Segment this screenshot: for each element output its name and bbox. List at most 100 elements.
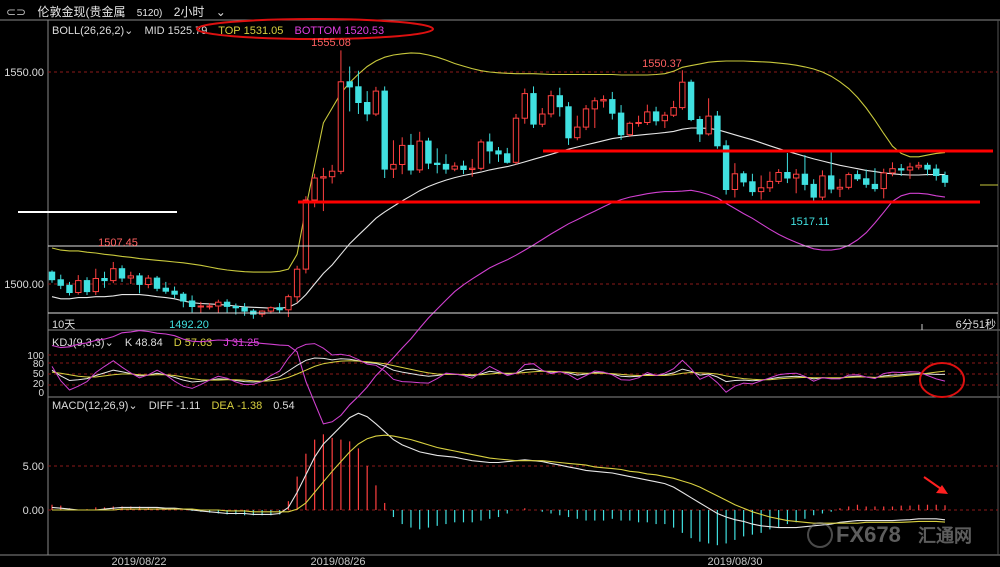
kdj-tick-80: 80 — [33, 359, 45, 370]
candle-body — [512, 117, 520, 163]
high-price-label: 1555.08 — [311, 37, 351, 49]
candle-body — [521, 93, 528, 119]
candle-body — [153, 277, 161, 289]
kdj-k-label: K — [124, 337, 133, 349]
macd-legend: MACD(12,26,9)⌄ DIFF -1.11 DEA -1.38 0.54 — [52, 399, 303, 412]
candle-body — [425, 140, 432, 164]
candle-body — [889, 168, 896, 174]
candle-body — [880, 172, 887, 190]
kdj-legend: KDJ(9,3,3)⌄ K 48.84 D 57.63 J 31.25 — [52, 336, 267, 349]
candle-body — [757, 187, 765, 193]
watermark-cn: 汇通网 — [918, 526, 972, 547]
candle-body — [600, 99, 607, 102]
kdj-d-line — [51, 360, 946, 382]
chevron-down-icon[interactable]: ⌄ — [215, 5, 226, 19]
boll-top-line — [51, 52, 946, 273]
candle-body — [574, 126, 581, 139]
boll-bottom-value: 1520.53 — [344, 25, 385, 37]
red-arrow-head — [936, 485, 948, 494]
macd-name[interactable]: MACD(12,26,9) — [52, 400, 129, 412]
candle-body — [828, 175, 835, 190]
date-label-0822: 2019/08/22 — [111, 556, 166, 567]
macd-tick-5: 5.00 — [23, 461, 44, 473]
kdj-tick-100: 100 — [27, 351, 44, 362]
macd-dea-value: -1.38 — [237, 400, 263, 412]
candle-body — [180, 293, 187, 302]
kdj-k-line — [51, 357, 945, 383]
period-label[interactable]: 2小时 — [173, 5, 205, 19]
candle-body — [652, 111, 660, 122]
candle-body — [434, 162, 441, 165]
candle-body — [320, 176, 327, 179]
kdj-lines — [51, 343, 946, 393]
candle-body — [399, 144, 406, 165]
kdj-j-label: J — [223, 337, 229, 349]
candle-body — [162, 287, 170, 292]
candle-body — [784, 172, 791, 179]
candle-body — [775, 172, 782, 182]
macd-tick-0: 0.00 — [23, 505, 44, 517]
highlight-ellipse-kdj — [919, 362, 965, 398]
kdj-tick-0: 0 — [38, 388, 44, 399]
candle-body — [766, 180, 774, 189]
boll-name[interactable]: BOLL(26,26,2) — [52, 25, 125, 37]
candle-body — [311, 177, 318, 201]
candle-body — [836, 186, 844, 190]
price-tick-1550: 1550.00 — [4, 67, 44, 79]
candle-body — [530, 93, 537, 125]
macd-diff-label: DIFF — [148, 400, 174, 412]
level-label: 1507.45 — [98, 237, 138, 249]
boll-top-label: TOP — [218, 25, 241, 37]
macd-diff-value: -1.11 — [176, 400, 201, 412]
kdj-k-value: 48.84 — [135, 337, 163, 349]
chevron-down-icon[interactable]: ⌄ — [104, 337, 114, 349]
candle-body — [346, 81, 353, 88]
watermark: FX678 汇通网 — [807, 522, 972, 548]
candle-body — [451, 165, 458, 170]
candle-body — [617, 112, 625, 136]
price-tick-1500: 1500.00 — [4, 279, 44, 291]
macd-histogram — [51, 412, 946, 546]
boll-bottom-label: BOTTOM — [294, 25, 342, 37]
candle-body — [48, 271, 56, 281]
candle-body — [364, 102, 371, 115]
candle-body — [906, 166, 914, 171]
candle-body — [75, 280, 82, 294]
kdj-tick-20: 20 — [33, 379, 45, 390]
candle-body — [644, 111, 651, 124]
candle-body — [556, 95, 563, 108]
candle-body — [276, 307, 283, 311]
candle-body — [626, 122, 633, 136]
candle-body — [118, 268, 126, 279]
annotations — [18, 18, 998, 494]
symbol-code: 5120) — [136, 8, 163, 19]
watermark-brand: FX678 — [836, 522, 901, 547]
candle-body — [110, 268, 117, 282]
candle-body — [810, 183, 817, 198]
candle-body — [941, 175, 949, 183]
countdown-timer: 6分51秒 — [956, 317, 996, 331]
candle-body — [267, 307, 275, 312]
chevron-down-icon[interactable]: ⌄ — [128, 400, 138, 412]
candle-body — [863, 178, 870, 185]
candle-body — [57, 279, 64, 286]
candle-body — [687, 81, 695, 120]
candle-body — [469, 167, 476, 170]
boll-bottom-line — [51, 189, 946, 425]
candle-body — [442, 163, 450, 170]
boll-mid-label: MID — [144, 25, 165, 37]
candle-body — [635, 122, 642, 124]
candle-body — [328, 170, 336, 178]
kdj-name[interactable]: KDJ(9,3,3) — [52, 337, 105, 349]
candle-body — [171, 290, 178, 295]
candle-body — [206, 305, 213, 308]
candle-body — [679, 81, 686, 109]
candlesticks — [48, 50, 949, 319]
kdj-d-label: D — [173, 337, 182, 349]
candle-body — [565, 106, 572, 139]
candle-body — [661, 114, 668, 122]
title-bar: ⊂⊃ 伦敦金现(贵金属 5120) 2小时 ⌄ — [6, 3, 234, 20]
chevron-down-icon[interactable]: ⌄ — [124, 25, 134, 37]
link-icon[interactable]: ⊂⊃ — [6, 5, 27, 19]
